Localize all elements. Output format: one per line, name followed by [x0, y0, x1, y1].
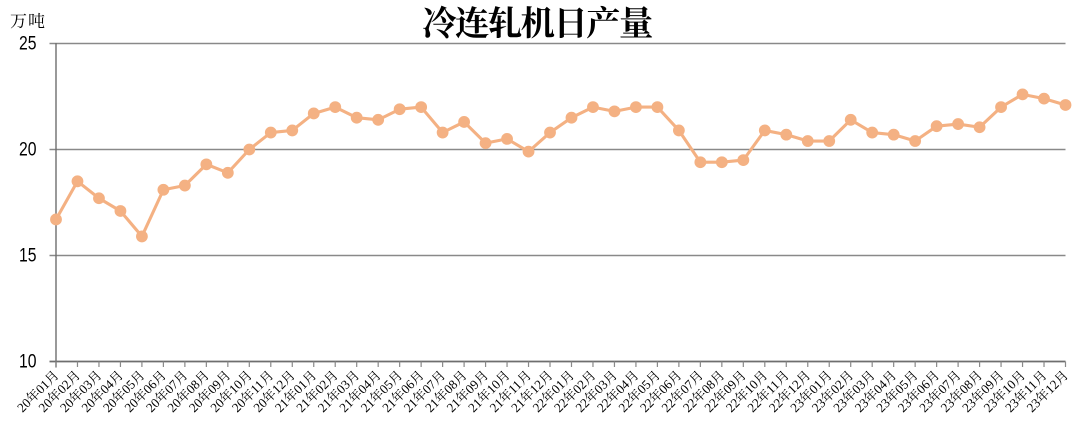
svg-text:20: 20 — [19, 139, 37, 161]
svg-text:10: 10 — [19, 351, 37, 373]
svg-text:25: 25 — [19, 33, 37, 55]
svg-text:15: 15 — [19, 245, 37, 267]
